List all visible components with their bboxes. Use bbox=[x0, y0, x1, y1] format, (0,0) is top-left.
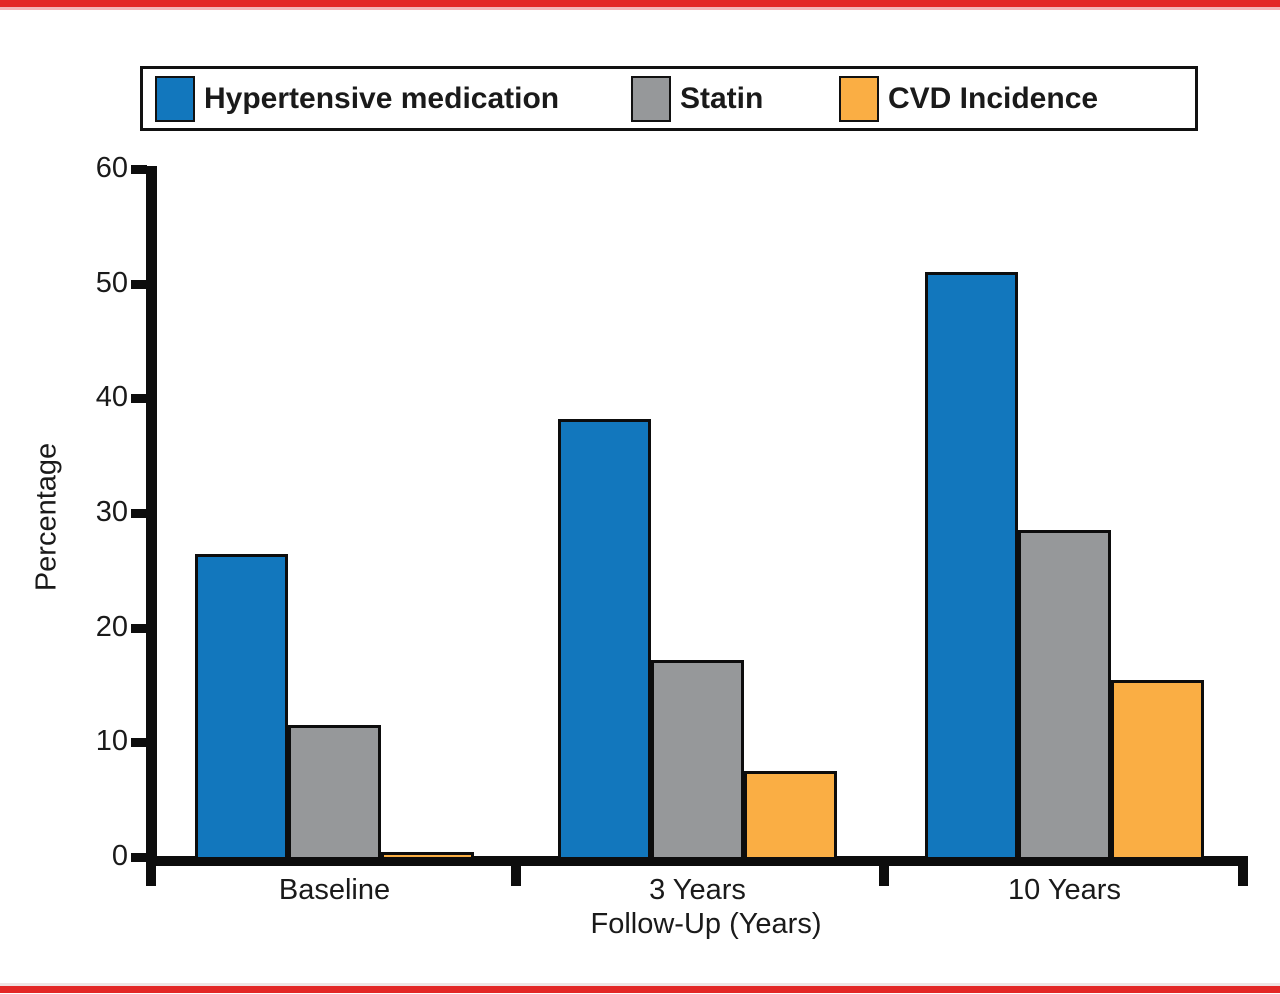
x-axis bbox=[146, 856, 1248, 866]
x-category-label-baseline: Baseline bbox=[278, 874, 391, 906]
top-red-rule bbox=[0, 0, 1280, 7]
legend-label: Statin bbox=[680, 81, 764, 115]
hypertensive-medication-bar-3-years bbox=[558, 419, 651, 857]
hypertensive-medication-bar-10-years bbox=[925, 272, 1018, 857]
chart-legend: Hypertensive medication Statin CVD Incid… bbox=[140, 66, 1198, 131]
legend-item-cvd-incidence: CVD Incidence bbox=[839, 69, 1098, 128]
legend-item-statin: Statin bbox=[631, 69, 763, 128]
cvd-incidence-bar-10-years bbox=[1111, 680, 1204, 857]
y-tick-label: 30 bbox=[95, 496, 128, 528]
hypertensive-medication-bar-baseline bbox=[195, 554, 288, 857]
x-axis-tick bbox=[511, 866, 521, 886]
y-tick bbox=[131, 509, 147, 518]
statin-swatch bbox=[631, 75, 671, 122]
legend-label: CVD Incidence bbox=[888, 81, 1099, 115]
cvd-incidence-bar-baseline bbox=[381, 852, 474, 857]
y-tick-label: 10 bbox=[95, 725, 128, 757]
x-axis-title: Follow-Up (Years) bbox=[590, 908, 822, 940]
x-axis-tick bbox=[146, 866, 156, 886]
y-axis bbox=[146, 166, 157, 866]
x-axis-tick bbox=[879, 866, 889, 886]
y-tick bbox=[131, 280, 147, 289]
statin-bar-baseline bbox=[288, 725, 381, 857]
y-tick-label: 50 bbox=[95, 267, 128, 299]
cvd-incidence-bar-3-years bbox=[744, 771, 837, 857]
y-tick bbox=[131, 394, 147, 403]
y-tick bbox=[131, 624, 147, 633]
x-category-label-3-years: 3 Years bbox=[649, 874, 746, 906]
cvd-incidence-swatch bbox=[839, 75, 879, 122]
x-category-label-10-years: 10 Years bbox=[1008, 874, 1121, 906]
y-tick-label: 60 bbox=[95, 152, 128, 184]
x-axis-tick bbox=[1238, 866, 1248, 886]
statin-bar-3-years bbox=[651, 660, 744, 857]
bottom-red-rule bbox=[0, 986, 1280, 993]
bottom-red-rule-shadow bbox=[0, 983, 1280, 986]
y-tick-label: 40 bbox=[95, 381, 128, 413]
hypertensive-medication-swatch bbox=[155, 75, 195, 122]
y-tick-label: 0 bbox=[111, 840, 128, 872]
y-tick-label: 20 bbox=[95, 611, 128, 643]
statin-bar-10-years bbox=[1018, 530, 1111, 857]
top-red-rule-shadow bbox=[0, 7, 1280, 10]
y-tick bbox=[131, 165, 147, 174]
y-tick bbox=[131, 853, 147, 862]
legend-label: Hypertensive medication bbox=[204, 81, 560, 115]
legend-item-hypertensive-medication: Hypertensive medication bbox=[155, 69, 559, 128]
y-tick bbox=[131, 738, 147, 747]
